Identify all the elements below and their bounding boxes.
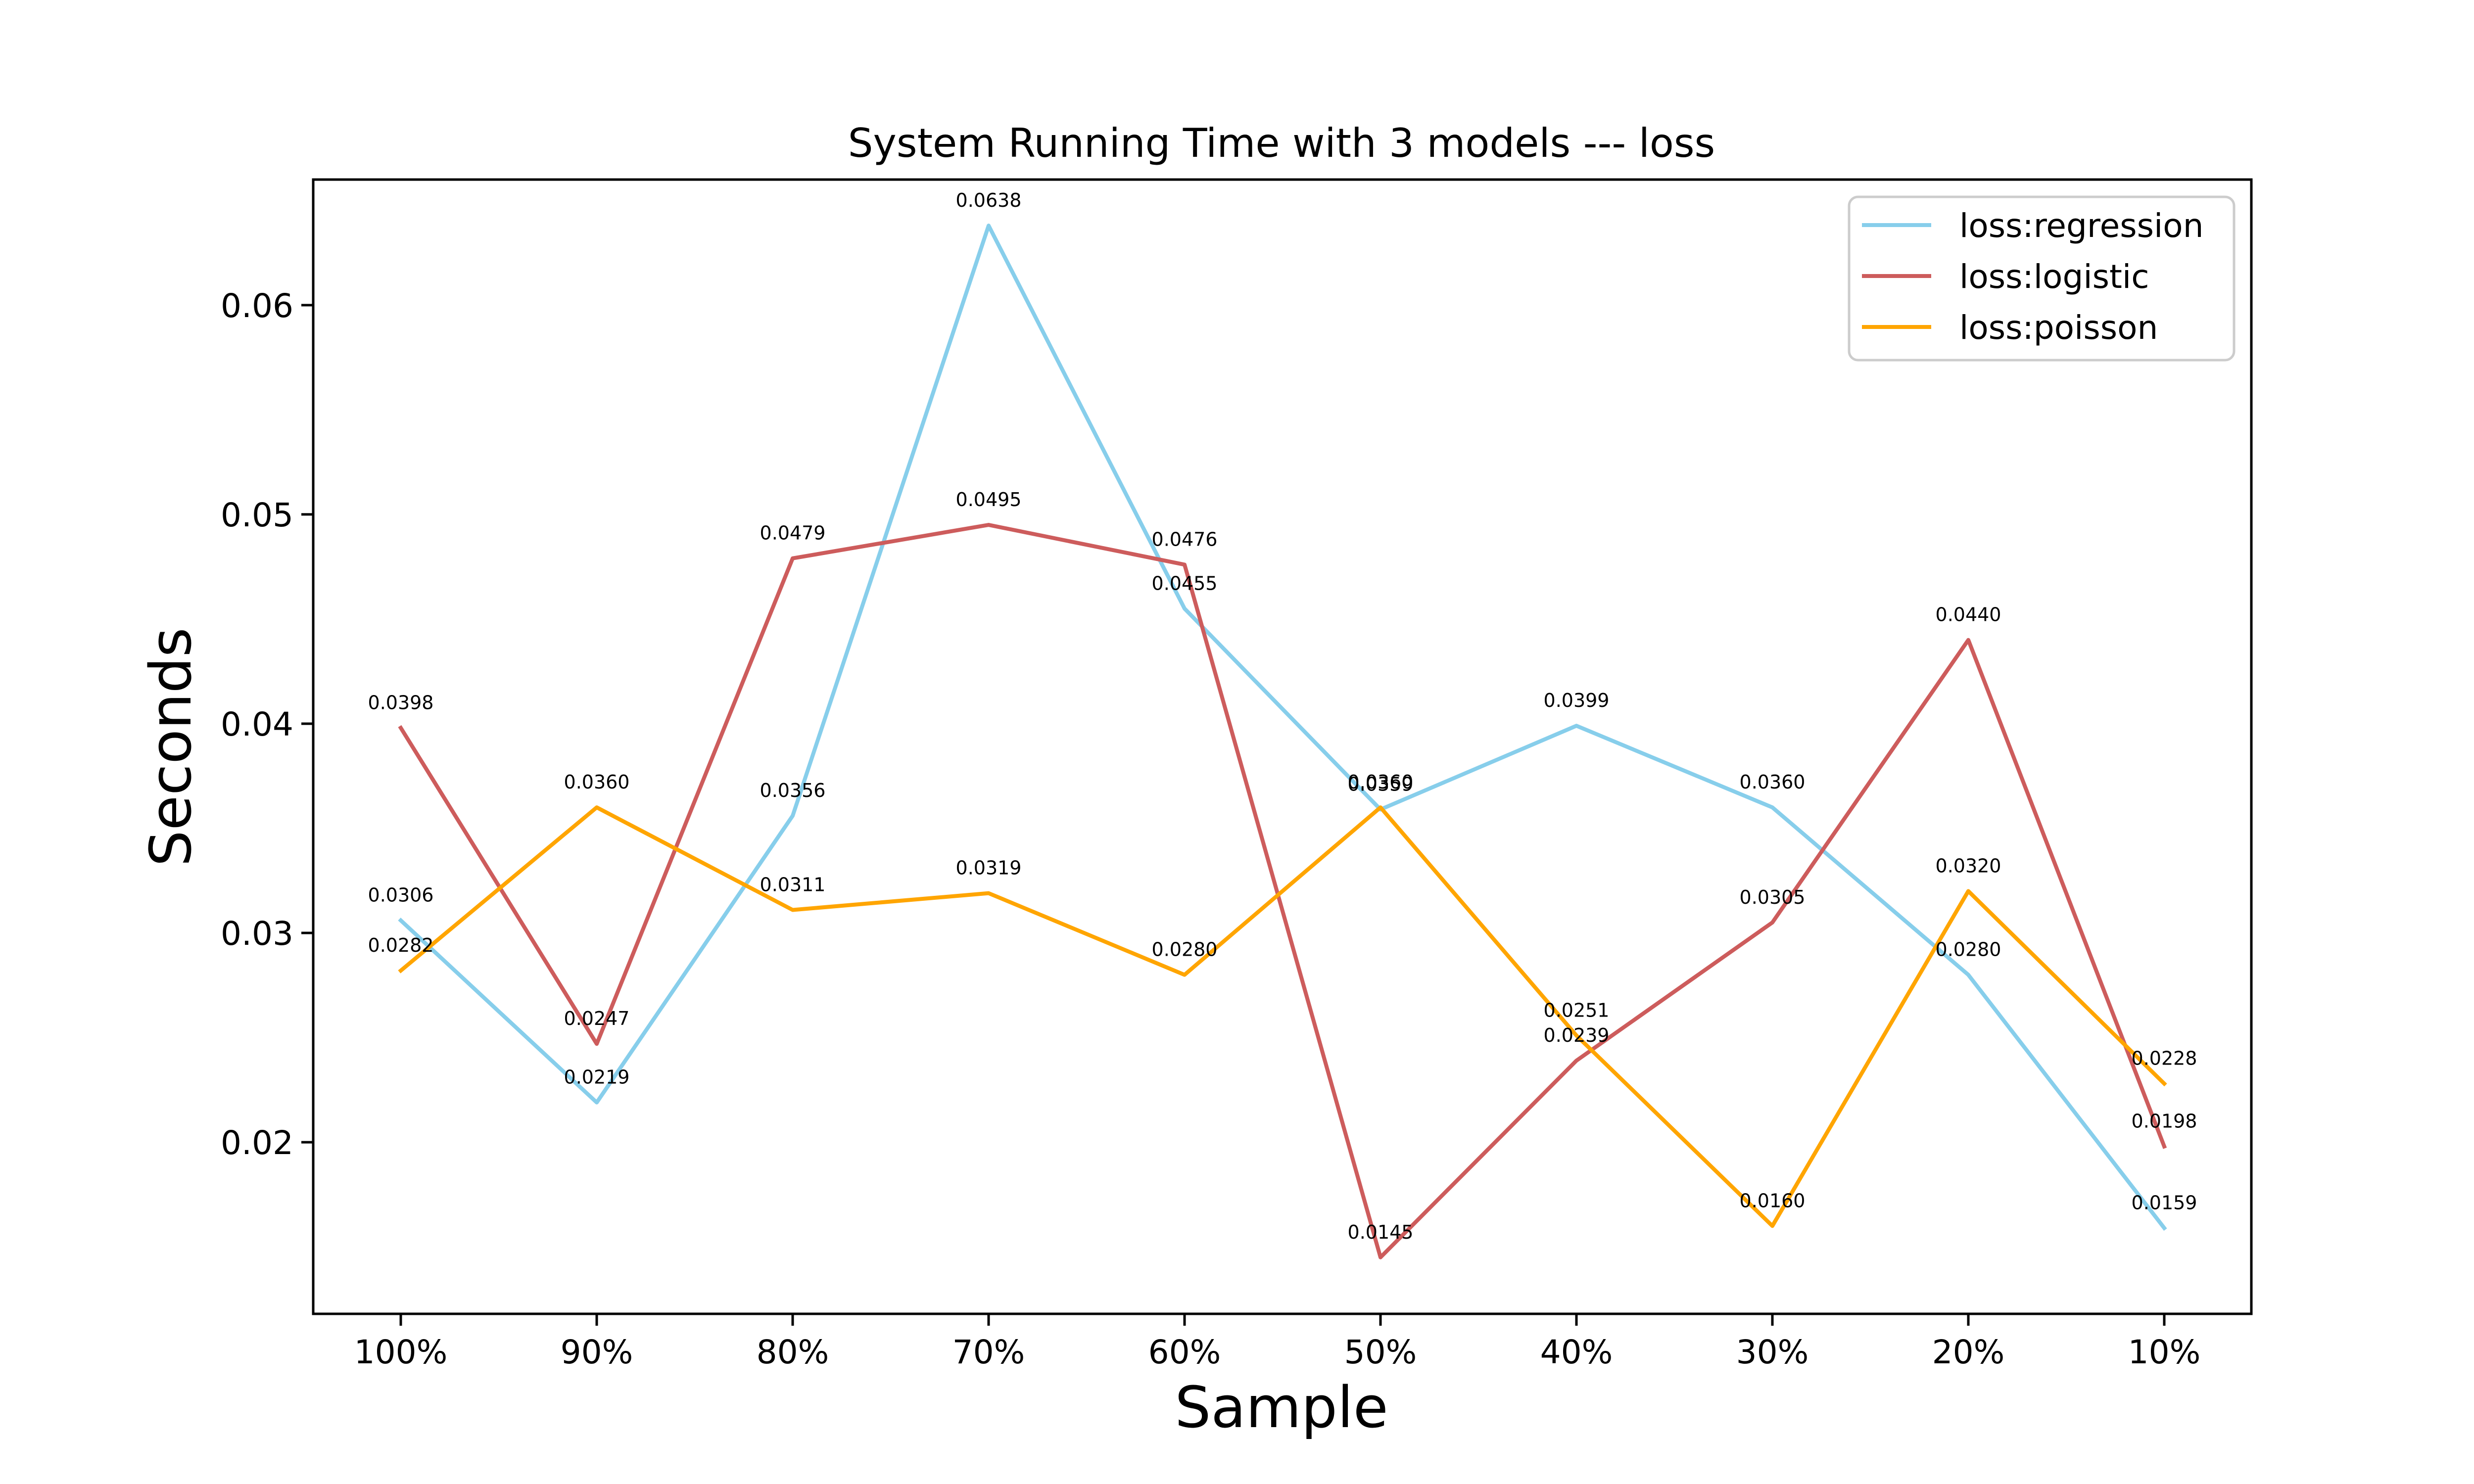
legend-entries: loss:regression loss:logistic loss:poisson [1862, 207, 2204, 347]
x-tick-label: 20% [1932, 1333, 2005, 1371]
x-axis-label: Sample [1175, 1375, 1388, 1441]
y-axis: 0.02 0.03 0.04 0.05 0.06 [221, 287, 313, 1162]
series-line-loss-regression [398, 224, 2167, 1231]
y-tick-label: 0.03 [221, 915, 293, 953]
data-label: 0.0455 [1152, 572, 1218, 594]
data-label: 0.0251 [1544, 999, 1610, 1021]
y-tick-label: 0.02 [221, 1124, 293, 1162]
y-tick-label: 0.06 [221, 287, 293, 325]
data-label: 0.0360 [1740, 771, 1806, 793]
series-line-loss-poisson [398, 805, 2167, 1228]
data-label: 0.0219 [564, 1067, 630, 1088]
data-label: 0.0228 [2132, 1048, 2197, 1069]
data-label: 0.0399 [1544, 690, 1610, 711]
data-labels-layer: 0.03060.02190.03560.06380.04550.03590.03… [368, 189, 2197, 1243]
data-label: 0.0638 [956, 189, 1022, 211]
data-label: 0.0145 [1348, 1221, 1414, 1243]
data-label: 0.0198 [2132, 1111, 2197, 1132]
chart-title: System Running Time with 3 models --- lo… [848, 120, 1715, 166]
legend-label: loss:logistic [1959, 258, 2149, 296]
data-label: 0.0239 [1544, 1024, 1610, 1046]
x-tick-label: 50% [1344, 1333, 1417, 1371]
data-label: 0.0476 [1152, 528, 1218, 550]
legend-box [1848, 195, 2236, 362]
x-tick-label: 60% [1148, 1333, 1221, 1371]
x-axis: 100% 90% 80% 70% 60% 50% 40% 30% 20% 10% [354, 1314, 2201, 1371]
data-label: 0.0479 [760, 522, 826, 544]
legend: loss:regression loss:logistic loss:poisson [1848, 195, 2236, 362]
x-tick-label: 30% [1736, 1333, 1809, 1371]
plot-area-frame [312, 178, 2253, 1315]
x-tick-label: 80% [757, 1333, 829, 1371]
y-tick-label: 0.04 [221, 705, 293, 743]
x-tick-label: 100% [354, 1333, 448, 1371]
data-label: 0.0160 [1740, 1190, 1806, 1211]
x-tick-label: 40% [1540, 1333, 1613, 1371]
series-line-loss-logistic [398, 523, 2167, 1259]
legend-label: loss:poisson [1959, 309, 2158, 347]
data-label: 0.0360 [1348, 771, 1414, 793]
data-label: 0.0360 [564, 771, 630, 793]
x-tick-label: 70% [952, 1333, 1025, 1371]
x-tick-label: 10% [2128, 1333, 2201, 1371]
data-label: 0.0280 [1152, 939, 1218, 961]
y-axis-label: Seconds [138, 627, 204, 866]
x-tick-label: 90% [561, 1333, 633, 1371]
data-label: 0.0282 [368, 934, 434, 956]
data-label: 0.0495 [956, 489, 1022, 510]
y-tick-label: 0.05 [221, 496, 293, 534]
data-label: 0.0311 [760, 874, 826, 895]
data-label: 0.0398 [368, 692, 434, 713]
data-label: 0.0356 [760, 780, 826, 801]
data-label: 0.0159 [2132, 1192, 2197, 1214]
legend-label: loss:regression [1959, 207, 2204, 245]
data-label: 0.0280 [1936, 939, 2001, 961]
data-label: 0.0440 [1936, 604, 2001, 626]
data-label: 0.0247 [564, 1008, 630, 1029]
data-label: 0.0305 [1740, 886, 1806, 908]
data-label: 0.0319 [956, 857, 1022, 879]
data-label: 0.0320 [1936, 855, 2001, 877]
series-layer [398, 224, 2167, 1259]
data-label: 0.0359 [1348, 773, 1414, 795]
data-label: 0.0306 [368, 884, 434, 906]
